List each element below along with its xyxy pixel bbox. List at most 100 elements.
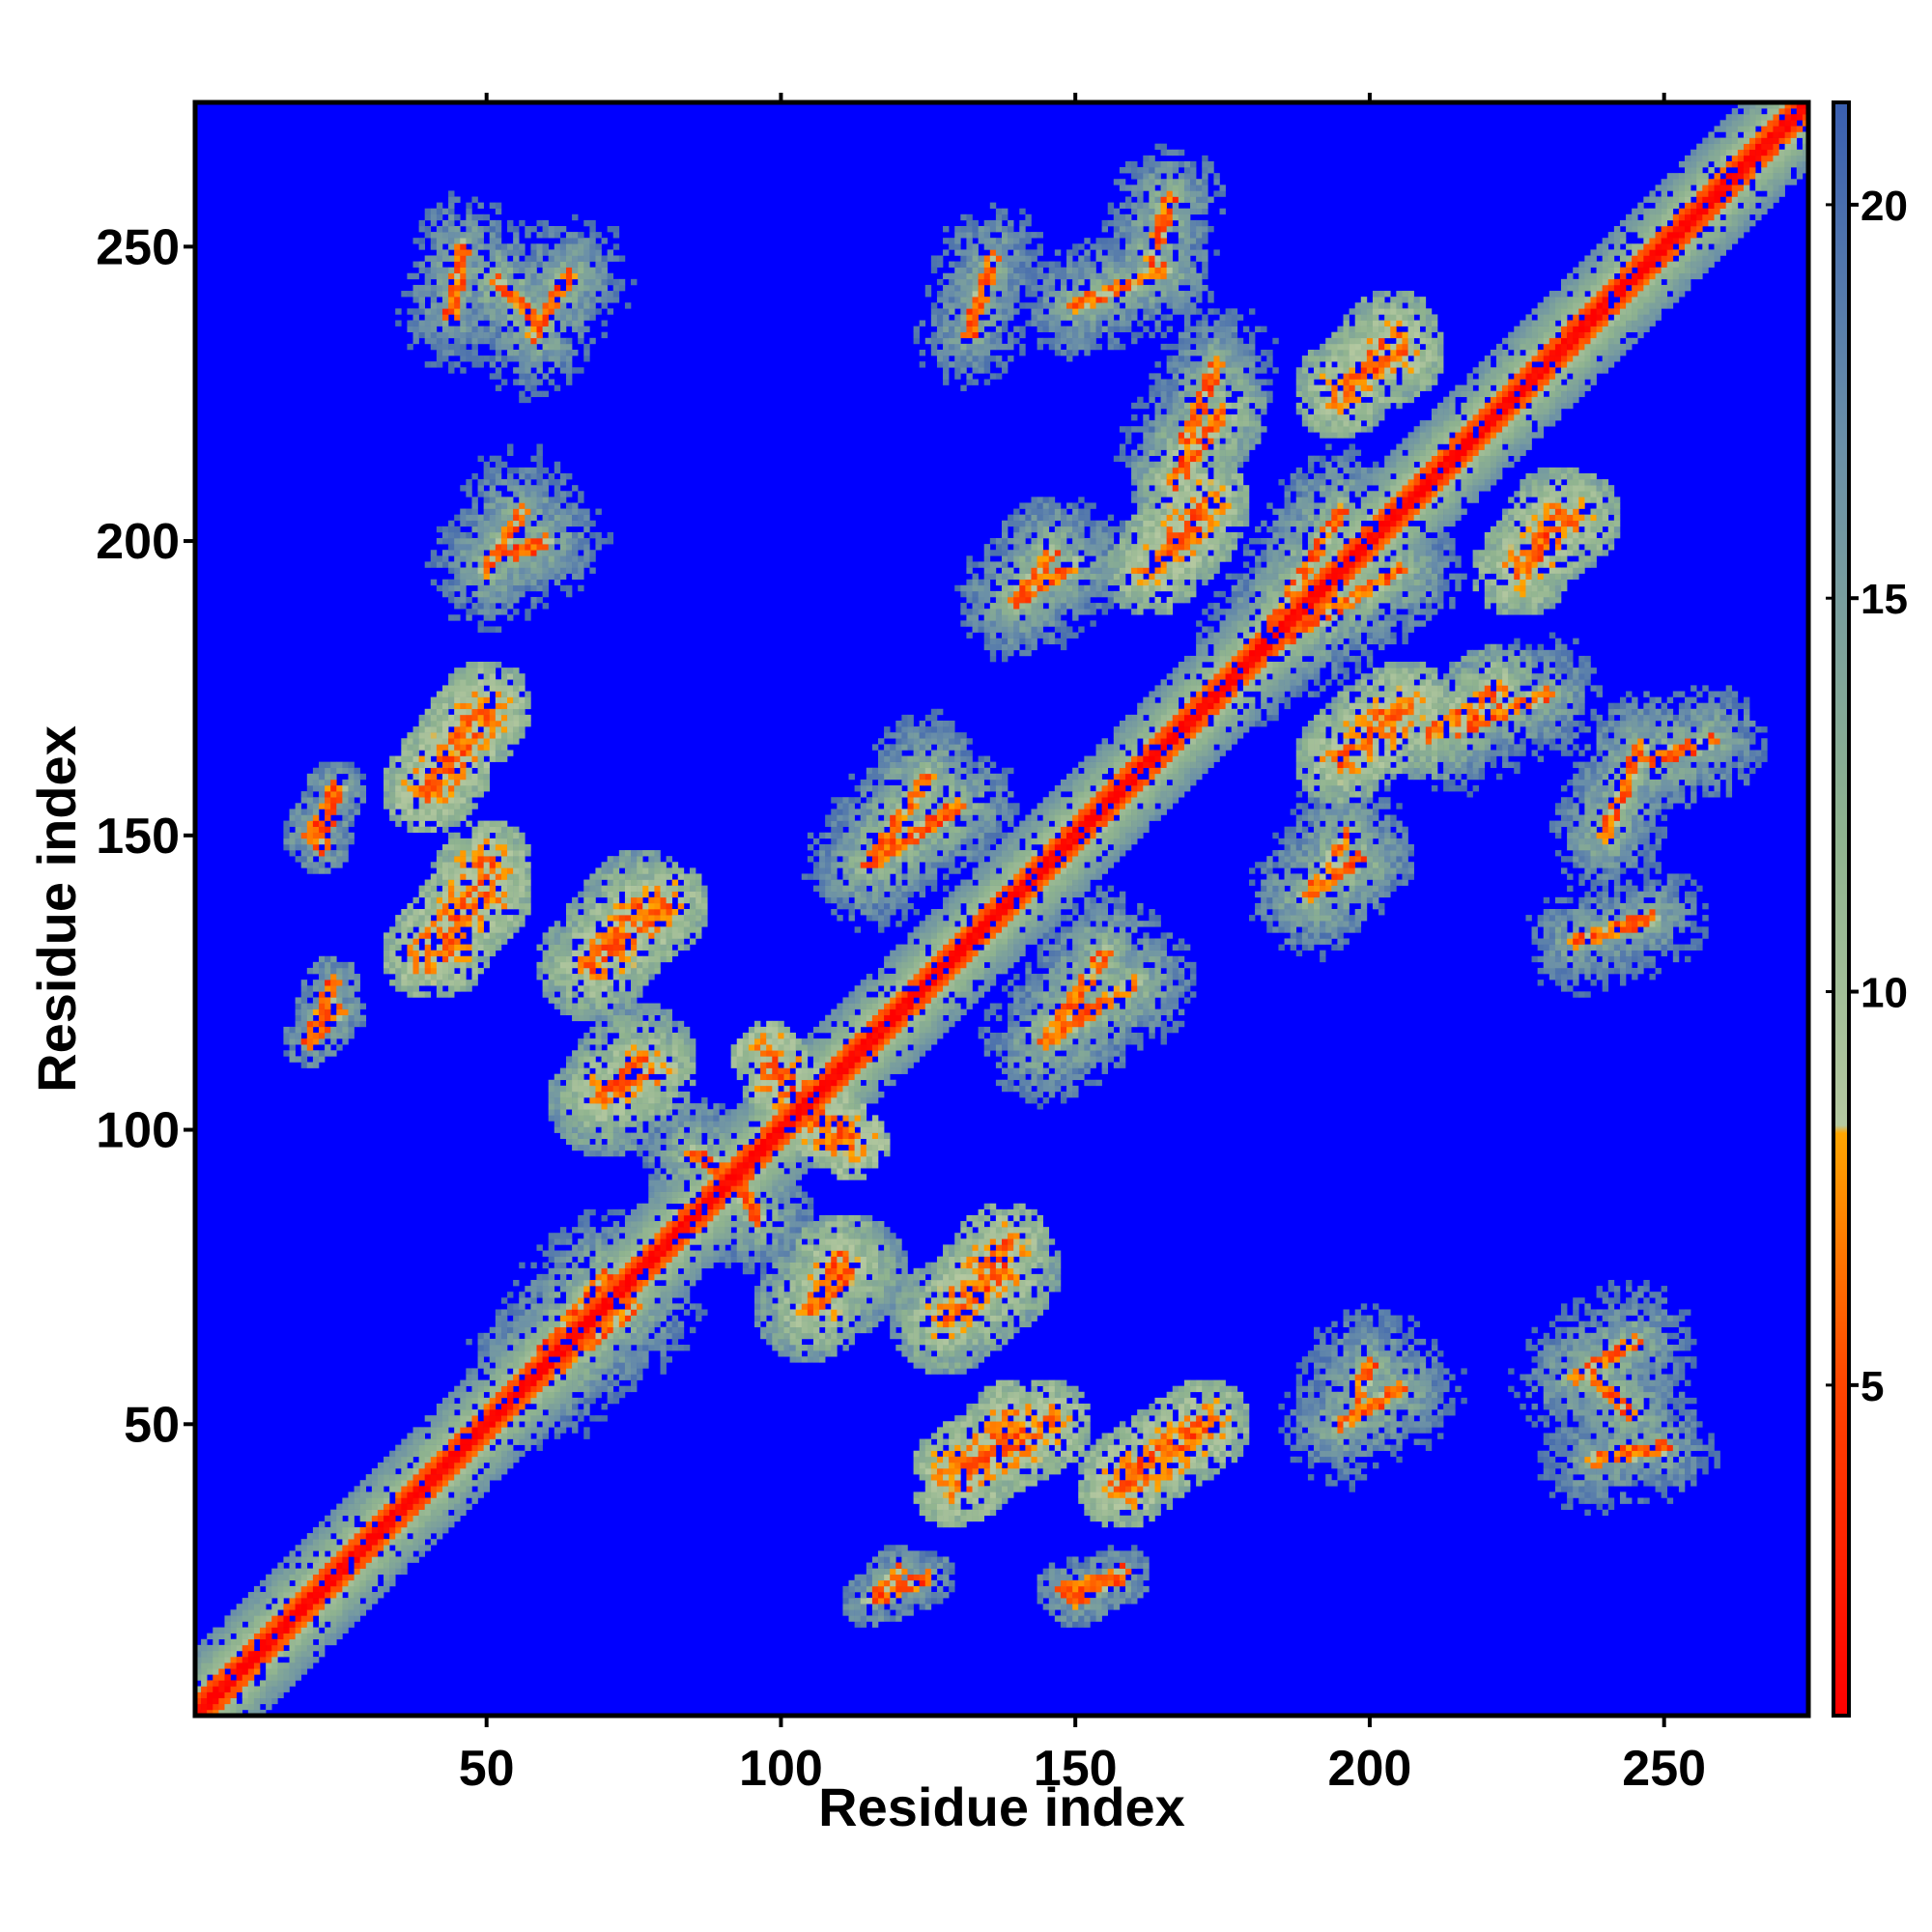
heatmap-cell [595, 1067, 602, 1074]
heatmap-cell [595, 1009, 602, 1015]
heatmap-cell [424, 1515, 432, 1522]
heatmap-cell [448, 1486, 455, 1492]
heatmap-cell [325, 1026, 331, 1034]
heatmap-cell [389, 1468, 396, 1475]
heatmap-cell [207, 1697, 213, 1705]
heatmap-cell [253, 1633, 261, 1640]
heatmap-cell [489, 202, 497, 209]
heatmap-cell [306, 803, 314, 810]
heatmap-cell [565, 379, 573, 385]
heatmap-cell [578, 1014, 584, 1022]
heatmap-cell [583, 1132, 590, 1139]
heatmap-cell [572, 213, 579, 221]
heatmap-cell [624, 850, 632, 857]
heatmap-cell [507, 1292, 514, 1298]
heatmap-cell [471, 267, 478, 274]
heatmap-cell [530, 326, 537, 332]
heatmap-cell [436, 278, 443, 286]
heatmap-cell [384, 961, 390, 969]
heatmap-cell [642, 885, 649, 893]
heatmap-cell [500, 502, 508, 509]
heatmap-cell [336, 1592, 343, 1599]
heatmap-cell [654, 1273, 661, 1281]
heatmap-cell [359, 1609, 367, 1616]
heatmap-cell [295, 997, 301, 1004]
heatmap-cell [236, 1662, 243, 1669]
heatmap-cell [595, 1244, 602, 1251]
heatmap-cell [578, 326, 584, 332]
heatmap-cell [554, 485, 561, 492]
heatmap-cell [525, 467, 531, 474]
heatmap-cell [489, 950, 497, 957]
heatmap-cell [454, 838, 461, 845]
heatmap-cell [612, 1109, 620, 1116]
heatmap-cell [536, 1244, 543, 1251]
heatmap-cell [631, 1026, 638, 1034]
heatmap-cell [548, 1391, 555, 1399]
heatmap-cell [312, 809, 320, 815]
heatmap-cell [401, 1438, 408, 1445]
heatmap-cell [418, 243, 425, 250]
heatmap-cell [507, 349, 514, 356]
heatmap-cell [489, 514, 497, 522]
heatmap-cell [412, 1520, 419, 1528]
heatmap-cell [595, 1262, 602, 1269]
heatmap-cell [395, 320, 402, 327]
heatmap-cell [489, 614, 497, 621]
heatmap-cell [513, 1427, 520, 1434]
heatmap-cell [448, 856, 455, 863]
heatmap-cell [236, 1615, 243, 1622]
heatmap-cell [624, 902, 632, 910]
heatmap-cell [572, 1144, 579, 1151]
heatmap-cell [507, 1356, 514, 1363]
heatmap-cell [300, 809, 308, 815]
heatmap-cell [583, 980, 590, 986]
heatmap-cell [471, 879, 478, 886]
heatmap-cell [283, 843, 290, 851]
heatmap-cell [572, 1403, 579, 1410]
heatmap-cell [507, 879, 514, 886]
heatmap-cell [500, 538, 508, 545]
heatmap-cell [572, 514, 579, 522]
heatmap-cell [412, 1497, 419, 1504]
heatmap-cell [253, 1592, 261, 1599]
heatmap-cell [519, 373, 526, 380]
heatmap-cell [525, 609, 531, 615]
heatmap-cell [441, 249, 449, 256]
heatmap-cell [601, 1297, 608, 1304]
heatmap-cell [507, 873, 514, 880]
heatmap-cell [412, 985, 419, 992]
heatmap-cell [489, 584, 497, 592]
heatmap-cell [466, 320, 472, 327]
heatmap-cell [318, 856, 326, 863]
heatmap-cell [654, 891, 661, 898]
heatmap-cell [565, 1250, 573, 1257]
heatmap-cell [589, 967, 596, 975]
heatmap-cell [548, 567, 555, 574]
heatmap-cell [578, 1374, 584, 1380]
heatmap-cell [525, 584, 531, 592]
heatmap-cell [637, 985, 643, 992]
heatmap-cell [342, 1497, 349, 1504]
heatmap-cell [519, 708, 526, 716]
heatmap-cell [495, 261, 502, 268]
heatmap-cell [654, 915, 661, 922]
heatmap-cell [336, 1509, 343, 1517]
heatmap-cell [300, 1568, 308, 1576]
heatmap-cell [489, 538, 497, 545]
heatmap-cell [318, 867, 326, 874]
heatmap-cell [318, 1644, 326, 1652]
heatmap-cell [525, 1345, 531, 1351]
heatmap-cell [542, 1356, 549, 1363]
heatmap-cell [312, 1579, 320, 1587]
heatmap-cell [448, 896, 455, 904]
heatmap-cell [495, 272, 502, 280]
heatmap-cell [507, 302, 514, 309]
heatmap-cell [654, 1338, 661, 1346]
heatmap-cell [318, 1539, 326, 1546]
heatmap-cell [507, 249, 514, 256]
heatmap-cell [489, 331, 497, 339]
heatmap-cell [460, 814, 467, 821]
heatmap-cell [648, 1250, 655, 1257]
heatmap-cell [277, 1615, 284, 1622]
